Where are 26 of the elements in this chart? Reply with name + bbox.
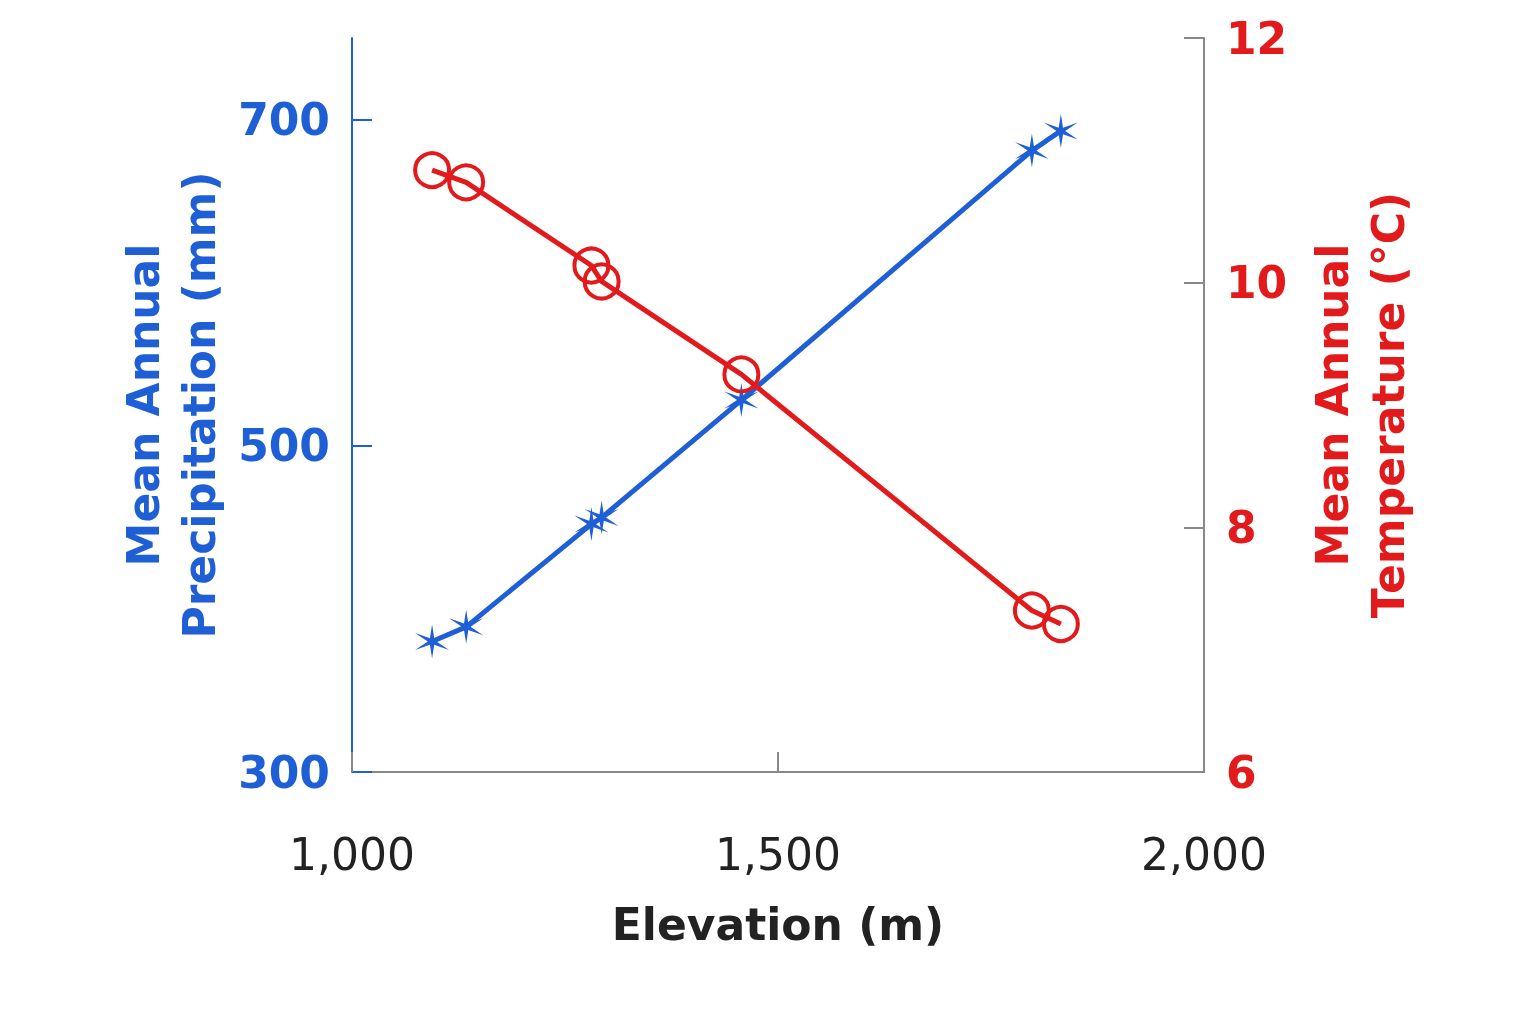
y2-tick-label: 12 [1226,12,1288,64]
point [1041,604,1080,643]
y2-tick-label: 10 [1226,257,1288,309]
x-tick-label: 1,500 [715,828,841,880]
point [449,609,484,644]
point [413,151,452,190]
x-tick-label: 2,000 [1141,828,1267,880]
point [415,624,450,659]
point [1012,591,1051,630]
y2-axis-title: Mean Annual Temperature (°C) [1306,191,1414,619]
y2-tick-label: 8 [1226,501,1257,553]
y-tick-label: 300 [238,746,330,798]
point [1014,133,1049,168]
point [582,262,621,301]
point [724,383,759,418]
point [1043,113,1078,148]
y-tick-label: 700 [238,94,330,146]
y2-tick-label: 6 [1226,746,1257,798]
x-axis-title: Elevation (m) [611,898,945,950]
point [572,246,611,285]
x-tick-label: 1,000 [289,828,415,880]
point [447,163,486,202]
y-axis-title: Mean Annual Precipitation (mm) [117,171,225,639]
point [722,355,761,394]
point [584,500,619,535]
y-tick-label: 500 [238,420,330,472]
